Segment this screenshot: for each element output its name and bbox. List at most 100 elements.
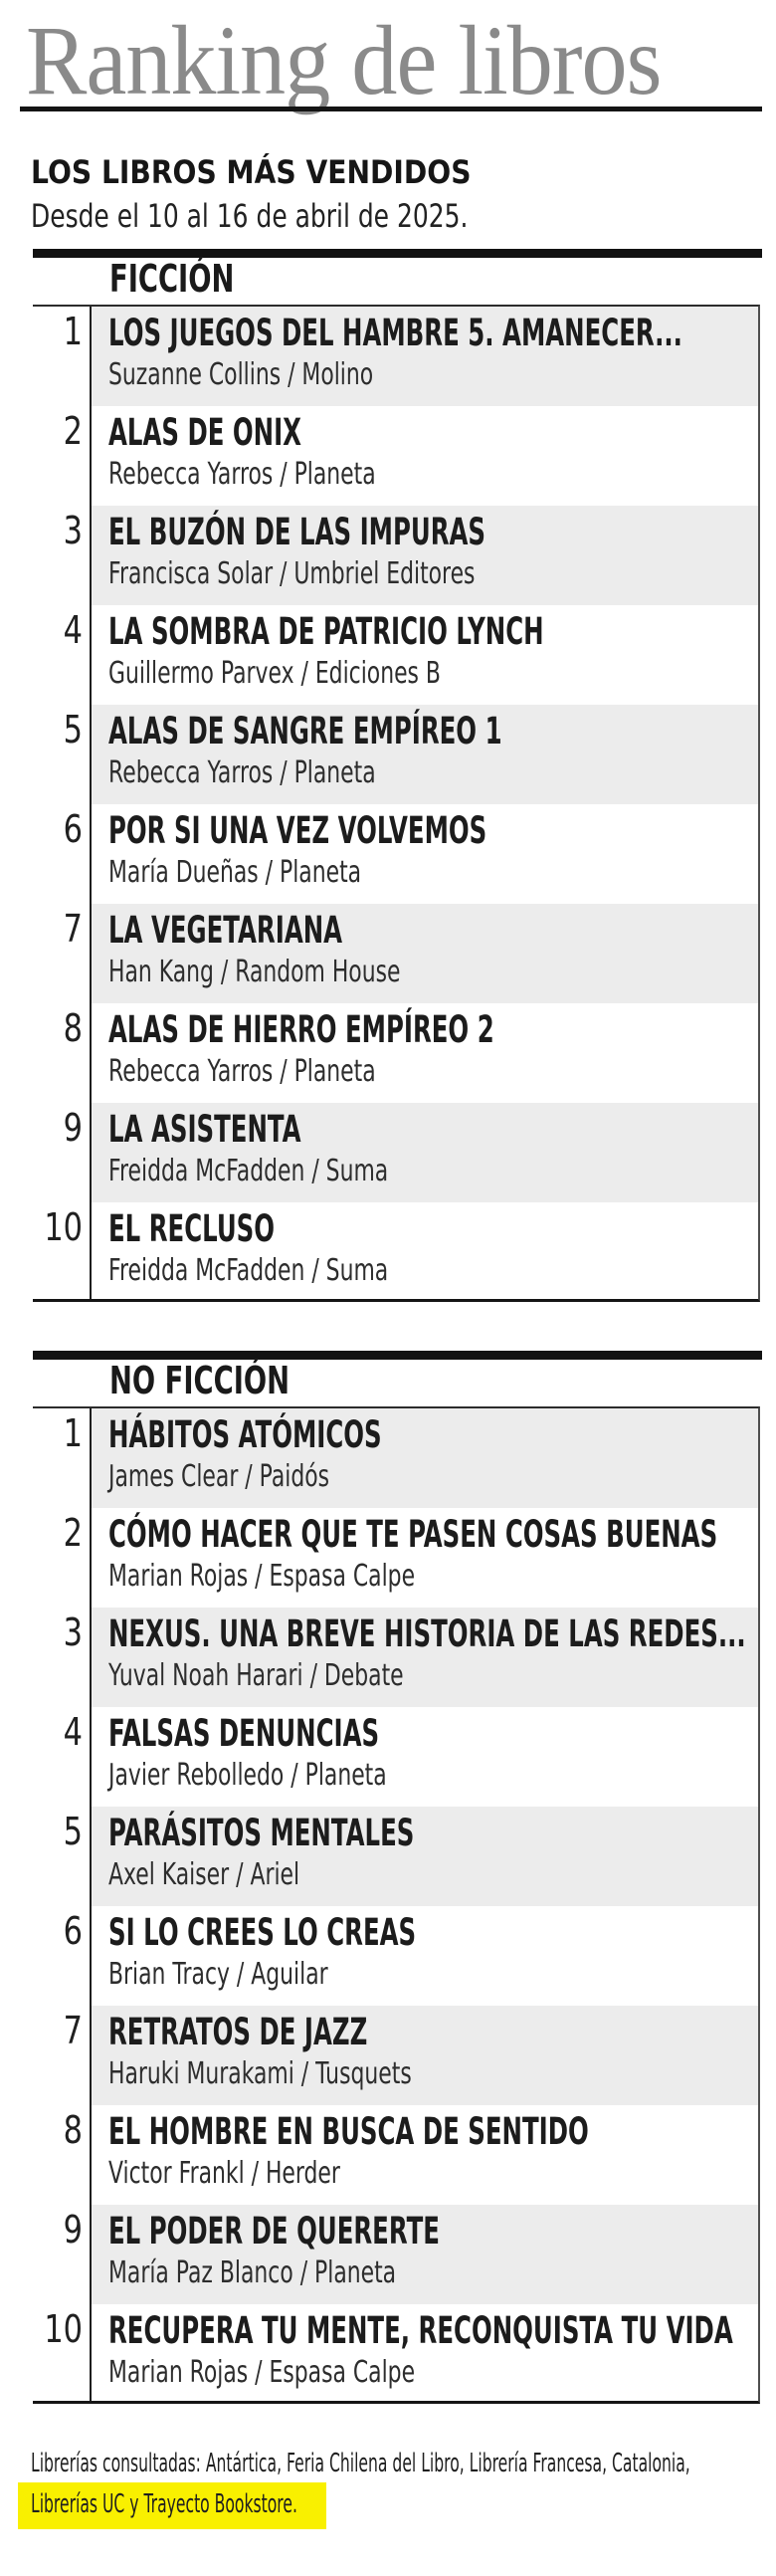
rank-column-divider — [90, 307, 92, 1299]
book-row: 4 FALSAS DENUNCIAS Javier Rebolledo / Pl… — [33, 1707, 758, 1807]
no-ficcion-table: 1 HÁBITOS ATÓMICOS James Clear / Paidós … — [33, 1406, 760, 2404]
rank-number: 4 — [63, 1710, 83, 1754]
book-cell: NEXUS. UNA BREVE HISTORIA DE LAS REDES..… — [92, 1608, 758, 1707]
book-title: LA SOMBRA DE PATRICIO LYNCH — [108, 610, 544, 653]
book-author-publisher: Brian Tracy / Aguilar — [108, 1957, 328, 1992]
book-title: ALAS DE SANGRE EMPÍREO 1 — [108, 710, 502, 752]
rank-number: 6 — [63, 807, 83, 851]
book-title: LA ASISTENTA — [108, 1108, 301, 1151]
rank-number: 5 — [63, 1810, 83, 1853]
book-row: 3 EL BUZÓN DE LAS IMPURAS Francisca Sola… — [33, 506, 758, 605]
book-cell: EL RECLUSO Freidda McFadden / Suma — [92, 1202, 758, 1302]
rank-number: 8 — [63, 2108, 83, 2152]
book-row: 9 LA ASISTENTA Freidda McFadden / Suma — [33, 1103, 758, 1202]
rank-number: 3 — [63, 1610, 83, 1654]
rank-number: 7 — [63, 907, 83, 951]
rank-number: 7 — [63, 2009, 83, 2052]
book-cell: LOS JUEGOS DEL HAMBRE 5. AMANECER... Suz… — [92, 307, 758, 406]
date-range: Desde el 10 al 16 de abril de 2025. — [31, 197, 469, 235]
book-author-publisher: Suzanne Collins / Molino — [108, 357, 374, 392]
book-cell: EL HOMBRE EN BUSCA DE SENTIDO Victor Fra… — [92, 2105, 758, 2205]
book-row: 8 EL HOMBRE EN BUSCA DE SENTIDO Victor F… — [33, 2105, 758, 2205]
footer-sources-line1: Librerías consultadas: Antártica, Feria … — [31, 2449, 690, 2478]
book-row: 8 ALAS DE HIERRO EMPÍREO 2 Rebecca Yarro… — [33, 1003, 758, 1103]
book-row: 2 CÓMO HACER QUE TE PASEN COSAS BUENAS M… — [33, 1508, 758, 1608]
book-cell: LA ASISTENTA Freidda McFadden / Suma — [92, 1103, 758, 1202]
book-title: PARÁSITOS MENTALES — [108, 1812, 415, 1854]
book-author-publisher: Guillermo Parvex / Ediciones B — [108, 656, 441, 691]
book-author-publisher: Javier Rebolledo / Planeta — [108, 1758, 387, 1793]
book-cell: RETRATOS DE JAZZ Haruki Murakami / Tusqu… — [92, 2006, 758, 2105]
book-cell: ALAS DE ONIX Rebecca Yarros / Planeta — [92, 406, 758, 506]
book-title: EL HOMBRE EN BUSCA DE SENTIDO — [108, 2110, 589, 2153]
section-no-ficcion: NO FICCIÓN 1 HÁBITOS ATÓMICOS James Clea… — [33, 1351, 762, 2408]
book-title: ALAS DE ONIX — [108, 411, 302, 454]
book-cell: RECUPERA TU MENTE, RECONQUISTA TU VIDA M… — [92, 2304, 758, 2404]
book-row: 9 EL PODER DE QUERERTE María Paz Blanco … — [33, 2205, 758, 2304]
book-cell: CÓMO HACER QUE TE PASEN COSAS BUENAS Mar… — [92, 1508, 758, 1608]
rank-number: 1 — [63, 1411, 83, 1455]
book-cell: LA VEGETARIANA Han Kang / Random House — [92, 904, 758, 1003]
book-cell: EL PODER DE QUERERTE María Paz Blanco / … — [92, 2205, 758, 2304]
title-underline-rule — [20, 107, 762, 111]
book-row: 7 LA VEGETARIANA Han Kang / Random House — [33, 904, 758, 1003]
book-title: HÁBITOS ATÓMICOS — [108, 1413, 382, 1456]
subtitle: LOS LIBROS MÁS VENDIDOS — [31, 153, 472, 191]
book-title: LA VEGETARIANA — [108, 909, 343, 952]
book-row: 7 RETRATOS DE JAZZ Haruki Murakami / Tus… — [33, 2006, 758, 2105]
book-title: ALAS DE HIERRO EMPÍREO 2 — [108, 1008, 494, 1051]
book-author-publisher: Rebecca Yarros / Planeta — [108, 1054, 376, 1089]
book-cell: LA SOMBRA DE PATRICIO LYNCH Guillermo Pa… — [92, 605, 758, 705]
book-row: 1 HÁBITOS ATÓMICOS James Clear / Paidós — [33, 1408, 758, 1508]
rank-number: 8 — [63, 1006, 83, 1050]
page-title: Ranking de libros — [26, 5, 662, 115]
section-ficcion: FICCIÓN 1 LOS JUEGOS DEL HAMBRE 5. AMANE… — [33, 249, 762, 1306]
rank-number: 2 — [63, 1511, 83, 1555]
book-row: 1 LOS JUEGOS DEL HAMBRE 5. AMANECER... S… — [33, 307, 758, 406]
section-label-ficcion: FICCIÓN — [109, 257, 235, 301]
book-title: LOS JUEGOS DEL HAMBRE 5. AMANECER... — [108, 312, 682, 354]
book-author-publisher: Victor Frankl / Herder — [108, 2156, 340, 2191]
rank-number: 1 — [63, 310, 83, 353]
ficcion-table: 1 LOS JUEGOS DEL HAMBRE 5. AMANECER... S… — [33, 305, 760, 1302]
rank-number: 9 — [63, 1106, 83, 1150]
yellow-highlight — [18, 2482, 326, 2529]
book-title: CÓMO HACER QUE TE PASEN COSAS BUENAS — [108, 1513, 718, 1556]
book-author-publisher: Marian Rojas / Espasa Calpe — [108, 1559, 416, 1594]
rank-column-divider — [90, 1408, 92, 2401]
book-title: POR SI UNA VEZ VOLVEMOS — [108, 809, 487, 852]
book-cell: ALAS DE HIERRO EMPÍREO 2 Rebecca Yarros … — [92, 1003, 758, 1103]
book-row: 6 POR SI UNA VEZ VOLVEMOS María Dueñas /… — [33, 804, 758, 904]
book-title: EL PODER DE QUERERTE — [108, 2210, 440, 2253]
rank-number: 10 — [44, 2307, 83, 2351]
book-author-publisher: Haruki Murakami / Tusquets — [108, 2056, 412, 2091]
rank-number: 5 — [63, 708, 83, 751]
book-title: NEXUS. UNA BREVE HISTORIA DE LAS REDES..… — [108, 1612, 746, 1655]
rank-number: 9 — [63, 2208, 83, 2252]
book-row: 6 SI LO CREES LO CREAS Brian Tracy / Agu… — [33, 1906, 758, 2006]
book-cell: ALAS DE SANGRE EMPÍREO 1 Rebecca Yarros … — [92, 705, 758, 804]
book-title: SI LO CREES LO CREAS — [108, 1911, 417, 1954]
rank-number: 10 — [44, 1205, 83, 1249]
rank-number: 4 — [63, 608, 83, 652]
rank-number: 2 — [63, 409, 83, 453]
book-author-publisher: Rebecca Yarros / Planeta — [108, 755, 376, 790]
rank-number: 6 — [63, 1909, 83, 1953]
section-label-no-ficcion: NO FICCIÓN — [109, 1359, 291, 1402]
book-author-publisher: Francisca Solar / Umbriel Editores — [108, 556, 476, 591]
book-author-publisher: James Clear / Paidós — [108, 1459, 330, 1494]
book-row: 5 PARÁSITOS MENTALES Axel Kaiser / Ariel — [33, 1807, 758, 1906]
book-row: 10 EL RECLUSO Freidda McFadden / Suma — [33, 1202, 758, 1302]
book-row: 5 ALAS DE SANGRE EMPÍREO 1 Rebecca Yarro… — [33, 705, 758, 804]
book-author-publisher: Freidda McFadden / Suma — [108, 1253, 389, 1288]
book-cell: EL BUZÓN DE LAS IMPURAS Francisca Solar … — [92, 506, 758, 605]
book-row: 4 LA SOMBRA DE PATRICIO LYNCH Guillermo … — [33, 605, 758, 705]
section-divider-bar — [33, 249, 762, 258]
book-cell: POR SI UNA VEZ VOLVEMOS María Dueñas / P… — [92, 804, 758, 904]
book-row: 10 RECUPERA TU MENTE, RECONQUISTA TU VID… — [33, 2304, 758, 2404]
book-cell: FALSAS DENUNCIAS Javier Rebolledo / Plan… — [92, 1707, 758, 1807]
rank-number: 3 — [63, 509, 83, 552]
book-cell: SI LO CREES LO CREAS Brian Tracy / Aguil… — [92, 1906, 758, 2006]
book-cell: HÁBITOS ATÓMICOS James Clear / Paidós — [92, 1408, 758, 1508]
